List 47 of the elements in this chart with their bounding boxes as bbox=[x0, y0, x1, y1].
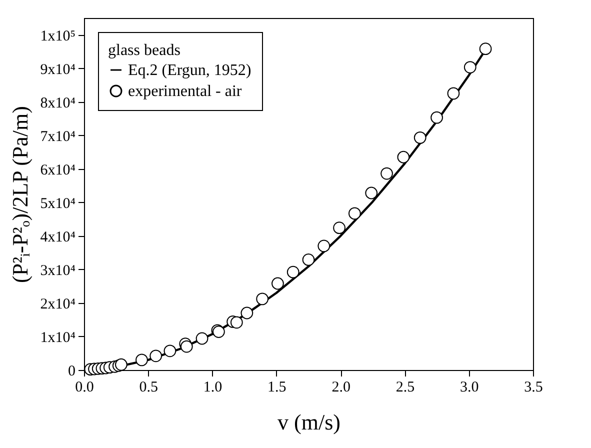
point bbox=[397, 150, 410, 164]
y-tick-label: 1x10⁵ bbox=[40, 28, 76, 44]
point bbox=[164, 344, 176, 358]
x-tick-label: 0.5 bbox=[139, 380, 158, 396]
x-tick-label: 1.0 bbox=[203, 380, 222, 396]
y-axis-title: (P²ᵢ-P²ₒ)/2LP (Pa/m) bbox=[7, 106, 32, 283]
point bbox=[464, 61, 476, 74]
point bbox=[365, 186, 378, 200]
point bbox=[380, 167, 393, 180]
x-tick-label: 2.0 bbox=[332, 380, 350, 396]
point bbox=[430, 111, 443, 124]
x-tick-label: 2.5 bbox=[396, 380, 415, 396]
x-tick-label: 0.0 bbox=[75, 380, 94, 396]
y-tick-label: 3x10⁴ bbox=[40, 262, 76, 279]
y-tick-label: 2x10⁴ bbox=[40, 296, 76, 312]
point bbox=[196, 332, 208, 345]
x-tick-label: 1.5 bbox=[268, 380, 286, 396]
point bbox=[302, 254, 315, 266]
y-tick-label: 8x10⁴ bbox=[40, 95, 76, 112]
point bbox=[414, 131, 426, 144]
y-tick-label: 4x10⁴ bbox=[40, 229, 76, 246]
x-tick-label: 3.0 bbox=[460, 380, 479, 396]
point bbox=[115, 358, 128, 371]
point bbox=[230, 316, 243, 329]
point bbox=[136, 354, 148, 366]
y-tick-label: 6x10⁴ bbox=[40, 162, 76, 178]
y-tick-label: 5x10⁴ bbox=[40, 196, 76, 212]
y-tick-label: 0 bbox=[68, 364, 76, 380]
y-tick-label: 9x10⁴ bbox=[40, 62, 76, 78]
y-tick-label: 7x10⁴ bbox=[40, 128, 76, 145]
point bbox=[272, 277, 284, 290]
legend-title: glass beads bbox=[108, 42, 180, 59]
point bbox=[348, 207, 361, 220]
point bbox=[286, 266, 300, 278]
point bbox=[318, 240, 330, 252]
point bbox=[240, 306, 254, 320]
point bbox=[180, 340, 193, 353]
point bbox=[479, 42, 492, 56]
point bbox=[256, 292, 269, 306]
legend-label: experimental - air bbox=[128, 83, 242, 100]
point bbox=[150, 350, 162, 362]
point bbox=[333, 222, 346, 234]
x-axis-title: v (m/s) bbox=[278, 410, 340, 434]
legend-label: Eq.2 (Ergun, 1952) bbox=[128, 62, 252, 79]
y-tick-label: 1x10⁴ bbox=[40, 330, 76, 346]
x-tick-label: 3.5 bbox=[524, 380, 543, 396]
point bbox=[447, 87, 460, 100]
